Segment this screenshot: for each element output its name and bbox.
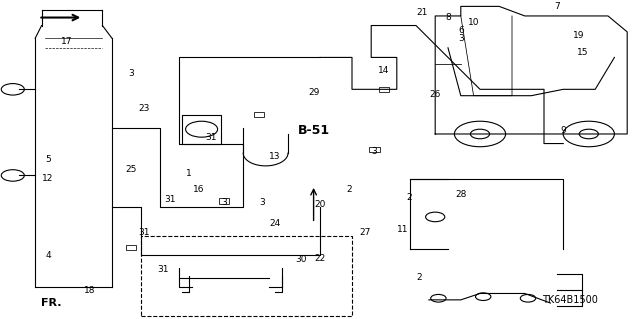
Text: 20: 20 (314, 200, 326, 209)
Text: 23: 23 (138, 104, 150, 113)
Text: 13: 13 (269, 152, 281, 161)
Text: 14: 14 (378, 66, 390, 75)
Text: 16: 16 (193, 185, 204, 194)
Text: 22: 22 (314, 254, 326, 263)
Bar (369, 147, 380, 152)
Text: 5: 5 (45, 155, 51, 164)
Bar (182, 115, 221, 144)
Text: FR.: FR. (41, 298, 61, 308)
Text: 3: 3 (260, 198, 265, 207)
Text: 2: 2 (407, 193, 412, 202)
Text: 21: 21 (417, 8, 428, 17)
Text: 10: 10 (468, 18, 479, 27)
Text: 7: 7 (554, 2, 559, 11)
Text: 2: 2 (417, 273, 422, 282)
Text: 9: 9 (561, 126, 566, 135)
Bar (379, 87, 389, 92)
Text: 11: 11 (397, 225, 409, 234)
Text: 17: 17 (61, 37, 73, 46)
Text: B-51: B-51 (298, 124, 330, 137)
Text: 8: 8 (445, 13, 451, 22)
Text: 31: 31 (164, 195, 175, 204)
Text: 28: 28 (455, 190, 467, 199)
Text: 25: 25 (125, 165, 137, 174)
Bar (254, 112, 264, 117)
Text: 6: 6 (458, 26, 463, 35)
Text: 24: 24 (269, 219, 281, 228)
Bar (141, 236, 352, 316)
Text: 19: 19 (573, 31, 585, 40)
Bar (126, 245, 136, 250)
Text: 4: 4 (45, 251, 51, 260)
Text: 31: 31 (138, 228, 150, 237)
Bar (219, 198, 229, 204)
Text: TK64B1500: TK64B1500 (541, 295, 598, 305)
Text: 3: 3 (221, 198, 227, 207)
Text: 26: 26 (429, 90, 441, 99)
Text: 31: 31 (157, 265, 169, 274)
Text: 31: 31 (205, 133, 217, 142)
Text: 15: 15 (577, 48, 588, 57)
Text: 3: 3 (458, 34, 463, 43)
Text: 18: 18 (84, 286, 95, 295)
Text: 30: 30 (295, 256, 307, 264)
Text: 27: 27 (359, 228, 371, 237)
Text: 2: 2 (346, 185, 351, 194)
Text: 29: 29 (308, 88, 319, 97)
Text: 3: 3 (129, 69, 134, 78)
Text: 3: 3 (372, 147, 377, 156)
Text: 12: 12 (42, 174, 54, 183)
Text: 1: 1 (186, 169, 191, 178)
